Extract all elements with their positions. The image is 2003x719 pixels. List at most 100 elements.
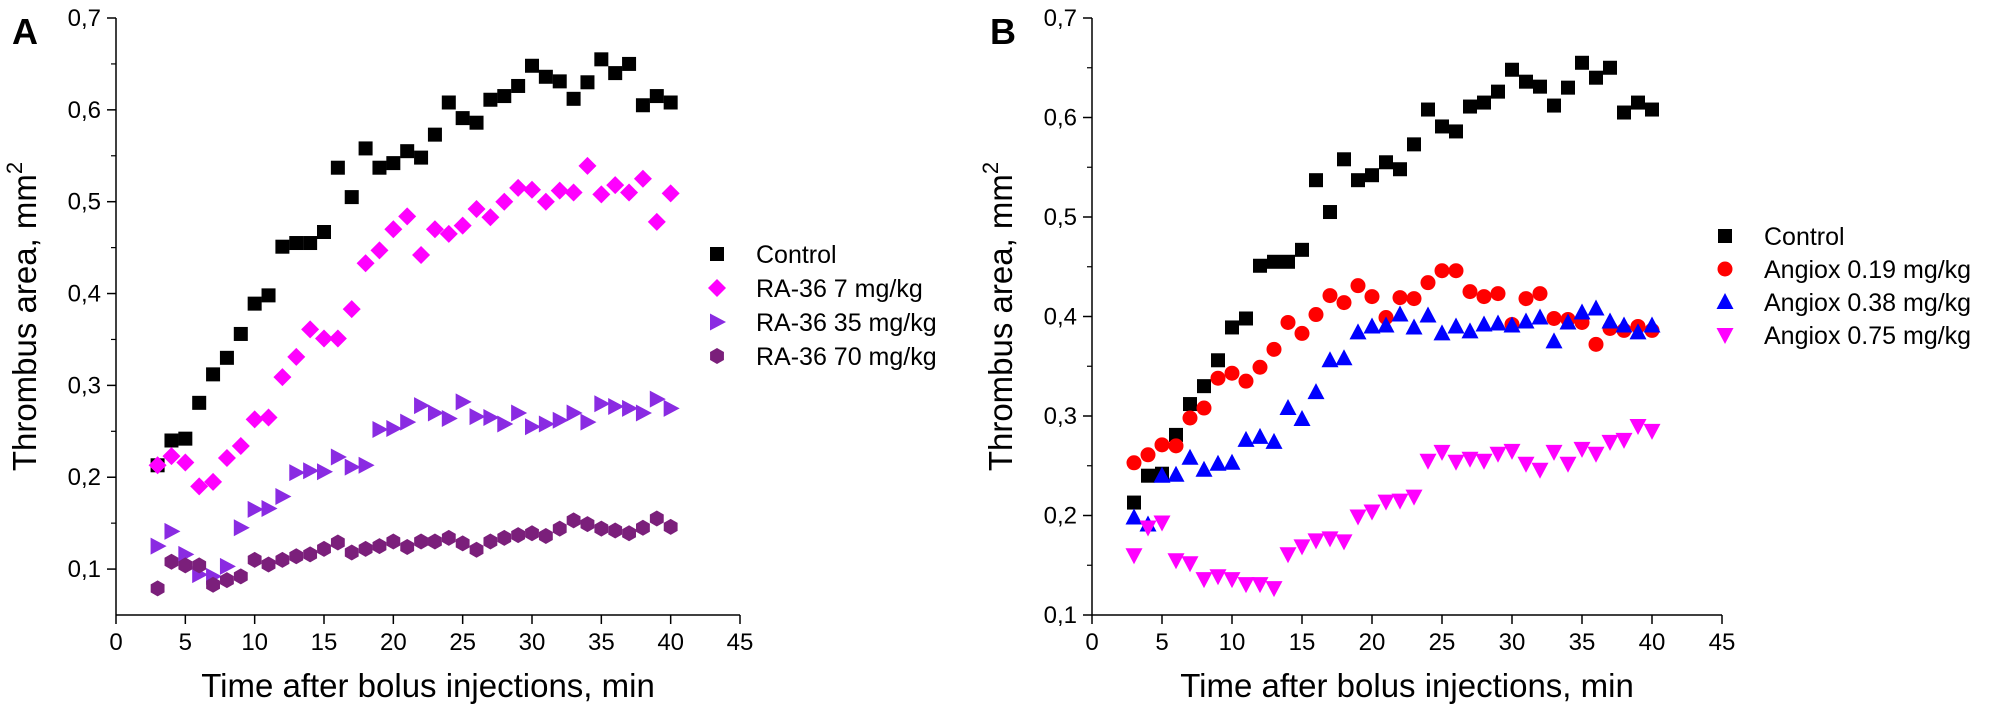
data-point (1615, 316, 1633, 333)
data-point (1475, 453, 1493, 470)
y-tick-label: 0,4 (68, 281, 101, 308)
data-point (1209, 569, 1227, 586)
data-series (148, 156, 680, 496)
data-point (1601, 434, 1619, 451)
data-point (1573, 441, 1591, 458)
x-tick-label: 5 (179, 629, 192, 656)
data-point (1253, 258, 1267, 273)
y-axis-title: Thrombus area, mm2 (978, 162, 1019, 471)
data-point (1323, 205, 1337, 220)
data-point (1448, 263, 1464, 279)
data-point (317, 540, 331, 557)
data-point (1406, 291, 1422, 307)
data-point (303, 462, 320, 480)
data-point (384, 220, 403, 239)
data-point (233, 326, 248, 341)
data-point (303, 236, 318, 251)
data-point (635, 98, 650, 113)
data-point (220, 572, 234, 589)
data-point (1127, 495, 1141, 510)
data-point (1433, 444, 1451, 461)
data-point (608, 66, 623, 81)
data-point (1196, 400, 1212, 416)
x-ticks: 0 5 10 15 20 25 30 35 40 45 (1085, 615, 1735, 656)
panel-a: A 0 5 10 15 20 25 30 35 40 45 0,1 0,2 0,3 0,4 0,5 0,6 0,7… (2, 5, 937, 704)
y-ticks: 0,1 0,2 0,3 0,4 0,5 0,6 0,7 (68, 5, 116, 583)
data-series (150, 510, 678, 597)
data-point (428, 533, 442, 550)
data-point (1420, 275, 1436, 291)
data-point (1631, 95, 1645, 110)
data-point (441, 409, 458, 427)
data-point (1182, 410, 1198, 426)
x-tick-label: 10 (241, 629, 268, 656)
data-point (190, 477, 209, 496)
data-point (649, 390, 666, 408)
data-point (1433, 324, 1451, 341)
data-point (566, 404, 583, 422)
data-point (1126, 455, 1142, 471)
data-point (663, 518, 678, 535)
data-point (148, 456, 167, 475)
data-point (1153, 466, 1171, 483)
data-point (1643, 316, 1661, 333)
data-point (1561, 80, 1575, 95)
data-point (552, 411, 569, 429)
data-point (275, 488, 292, 506)
data-point (649, 510, 664, 527)
x-tick-label: 20 (380, 629, 407, 656)
data-point (1197, 379, 1211, 394)
data-point (178, 557, 193, 574)
legend: Control RA-36 7 mg/kg RA-36 35 mg/kg RA-36 … (708, 241, 937, 371)
y-axis-title-text: Thrombus area, mm (6, 174, 43, 471)
data-point (1517, 312, 1535, 329)
data-point (178, 431, 193, 446)
data-point (1505, 62, 1519, 77)
data-point (330, 160, 345, 175)
data-point (1181, 448, 1199, 465)
data-point (192, 395, 207, 410)
y-tick-label: 0,2 (1044, 503, 1077, 530)
data-point (425, 220, 444, 239)
data-point (358, 456, 375, 474)
data-point (1547, 98, 1561, 113)
data-point (1603, 60, 1617, 75)
data-point (1139, 520, 1157, 537)
data-point (663, 399, 680, 417)
legend-marker (710, 247, 724, 261)
data-point (1351, 173, 1365, 188)
legend-label: Control (756, 241, 837, 269)
data-point (1629, 323, 1647, 340)
data-point (1391, 493, 1409, 510)
data-point (1154, 437, 1170, 453)
data-point (439, 224, 458, 243)
data-point (1293, 409, 1311, 426)
y-tick-label: 0,1 (1044, 602, 1077, 629)
data-point (1168, 438, 1184, 454)
data-series (1127, 55, 1659, 510)
data-point (538, 415, 555, 433)
legend-label: RA-36 70 mg/kg (756, 343, 937, 371)
data-point (1238, 373, 1254, 389)
data-point (525, 58, 539, 73)
data-point (1251, 427, 1269, 444)
data-point (1266, 341, 1282, 357)
data-point (328, 329, 347, 348)
y-tick-label: 0,1 (68, 556, 101, 583)
data-point (247, 296, 262, 311)
legend-marker (1716, 293, 1734, 309)
data-point (1489, 314, 1507, 331)
data-point (1615, 432, 1633, 449)
data-point (1349, 509, 1367, 526)
data-point (330, 534, 345, 551)
x-tick-label: 25 (449, 629, 476, 656)
data-point (287, 347, 306, 366)
data-point (400, 144, 415, 159)
data-point (1210, 370, 1226, 386)
data-point (178, 545, 195, 563)
data-point (1377, 494, 1395, 511)
data-series (1125, 418, 1661, 598)
data-point (1645, 102, 1659, 117)
data-point (303, 546, 318, 563)
data-point (566, 512, 581, 529)
